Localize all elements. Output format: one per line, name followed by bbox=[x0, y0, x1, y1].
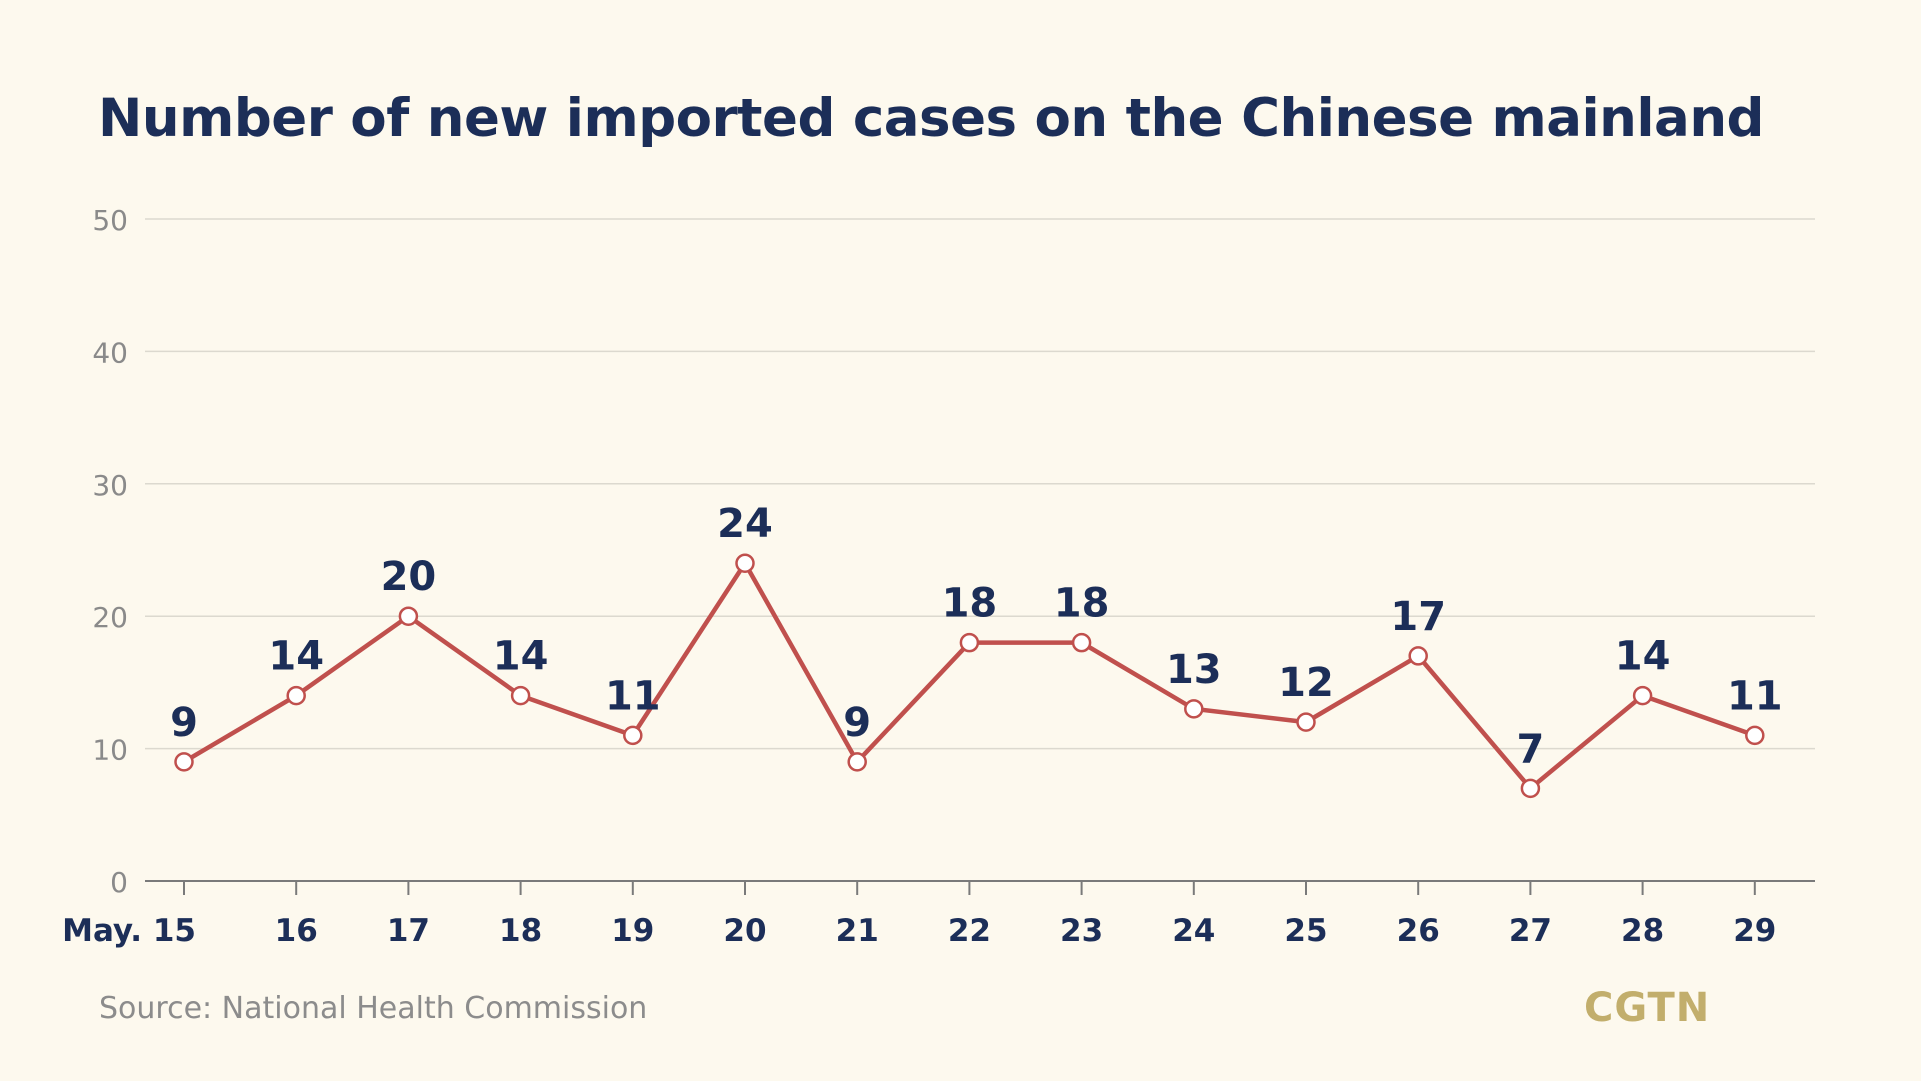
y-tick-label: 10 bbox=[92, 734, 128, 767]
data-point bbox=[510, 685, 531, 706]
data-label: 9 bbox=[170, 700, 198, 746]
data-label: 24 bbox=[717, 501, 773, 547]
data-point bbox=[1408, 646, 1428, 666]
data-point bbox=[1745, 725, 1765, 746]
y-tick-label: 50 bbox=[92, 204, 128, 237]
data-label: 11 bbox=[605, 673, 661, 719]
data-point bbox=[174, 752, 194, 772]
data-point bbox=[1520, 778, 1541, 799]
data-point bbox=[735, 553, 755, 573]
data-label: 13 bbox=[1166, 647, 1222, 693]
chart-title: Number of new imported cases on the Chin… bbox=[98, 88, 1765, 149]
x-tick-label: 17 bbox=[387, 913, 430, 949]
data-point bbox=[286, 685, 306, 706]
data-label: 14 bbox=[493, 634, 549, 680]
x-tick-label: 18 bbox=[499, 913, 542, 949]
x-tick-label: 27 bbox=[1509, 913, 1552, 949]
x-tick-label: 19 bbox=[611, 913, 654, 949]
x-tick-label: 21 bbox=[836, 913, 879, 949]
data-point bbox=[847, 752, 867, 772]
y-tick-label: 0 bbox=[110, 866, 128, 899]
data-label: 12 bbox=[1278, 660, 1334, 706]
x-tick-label: 25 bbox=[1284, 913, 1327, 949]
data-label: 14 bbox=[1615, 634, 1671, 680]
data-label: 20 bbox=[381, 554, 437, 600]
source-note: Source: National Health Commission bbox=[99, 991, 648, 1026]
y-tick-label: 40 bbox=[92, 336, 128, 369]
data-label: 11 bbox=[1727, 673, 1783, 719]
data-point bbox=[959, 632, 980, 653]
data-label: 18 bbox=[1054, 581, 1110, 627]
data-label: 9 bbox=[843, 700, 871, 746]
x-tick-label: 20 bbox=[723, 913, 766, 949]
data-label: 18 bbox=[942, 581, 998, 627]
x-tick-label: May. 15 bbox=[62, 913, 196, 949]
data-point bbox=[1296, 712, 1316, 732]
y-tick-label: 30 bbox=[92, 469, 128, 502]
data-label: 14 bbox=[268, 634, 324, 680]
x-tick-label: 24 bbox=[1172, 913, 1215, 949]
data-point bbox=[1184, 699, 1204, 719]
data-label: 17 bbox=[1390, 594, 1446, 640]
data-point bbox=[398, 606, 419, 626]
x-tick-label: 29 bbox=[1733, 913, 1776, 949]
x-tick-label: 23 bbox=[1060, 913, 1103, 949]
cgtn-logo: CGTN bbox=[1584, 985, 1711, 1031]
data-point bbox=[1071, 632, 1092, 653]
data-point bbox=[1632, 685, 1653, 706]
x-tick-label: 28 bbox=[1621, 913, 1664, 949]
data-label: 7 bbox=[1516, 726, 1544, 772]
x-tick-label: 22 bbox=[948, 913, 991, 949]
x-tick-label: 16 bbox=[275, 913, 318, 949]
y-tick-label: 20 bbox=[92, 601, 128, 634]
x-tick-label: 26 bbox=[1397, 913, 1440, 949]
data-point bbox=[623, 725, 643, 746]
